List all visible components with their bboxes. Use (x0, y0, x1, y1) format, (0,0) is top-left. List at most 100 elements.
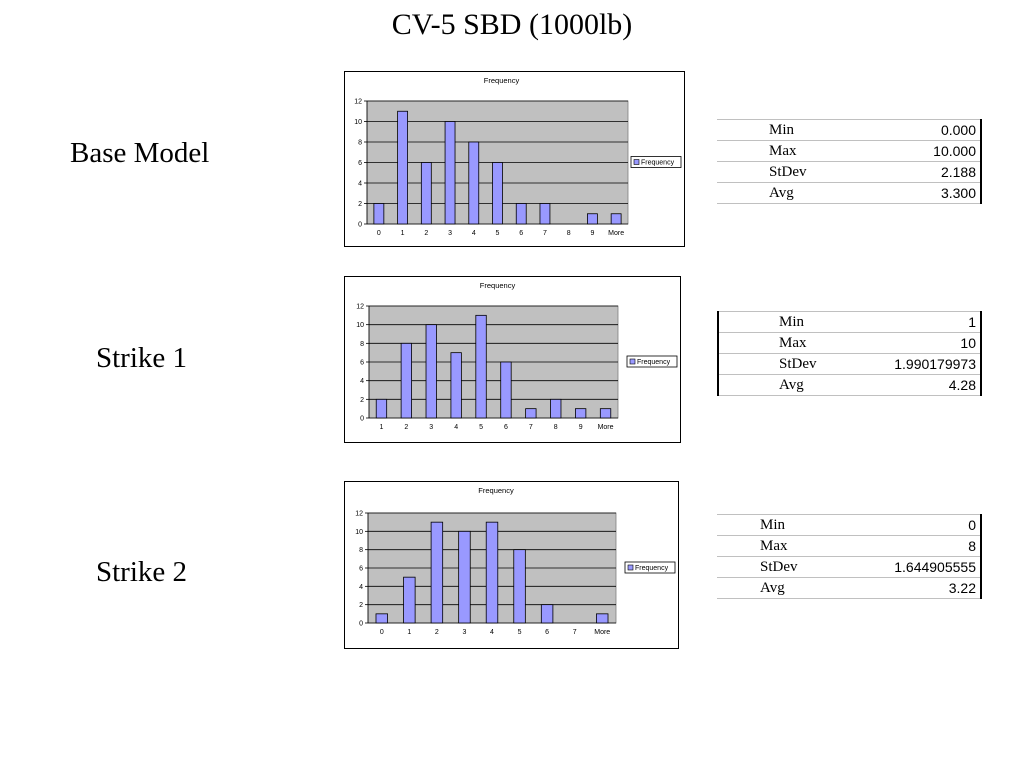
y-tick-label: 12 (356, 304, 364, 311)
row-label-strike-2: Strike 2 (96, 556, 188, 588)
stats-table-strike-2: Min 0 Max 8 StDev 1.644905555 Avg 3.22 (717, 514, 982, 599)
x-tick-label: 8 (567, 230, 571, 237)
x-tick-label: More (598, 424, 614, 431)
stats-value: 0 (844, 514, 982, 536)
x-tick-label: More (608, 230, 624, 237)
stats-key: Avg (717, 182, 887, 204)
bar (450, 352, 462, 419)
y-tick-label: 6 (359, 566, 363, 573)
stats-row-avg: Avg 4.28 (718, 374, 982, 396)
stats-row-max: Max 10 (718, 332, 982, 354)
bar (475, 314, 487, 419)
legend-swatch (629, 358, 636, 365)
stats-key: Min (717, 514, 845, 536)
y-tick-label: 4 (358, 181, 362, 188)
legend-swatch (633, 159, 640, 165)
bar (500, 361, 512, 419)
stats-row-stdev: StDev 2.188 (717, 161, 983, 183)
stats-key: Avg (718, 374, 858, 396)
x-tick-label: 1 (407, 629, 411, 636)
bar (458, 530, 471, 624)
bar (596, 613, 609, 624)
stats-key: Max (717, 535, 845, 557)
bar (539, 203, 551, 225)
chart-strike-2: Frequency 0 2 4 6 8 10 12 0 1 2 3 4 5 6 7 More Frequency (344, 481, 679, 649)
stats-key: StDev (717, 556, 845, 578)
x-tick-label: 5 (479, 424, 483, 431)
bar (403, 576, 416, 624)
y-tick-label: 8 (359, 547, 363, 554)
stats-row-min: Min 0 (717, 514, 982, 536)
x-tick-label: 5 (496, 230, 500, 237)
stats-value: 10 (857, 332, 982, 354)
legend-box (624, 561, 676, 574)
bar (400, 342, 412, 419)
stats-key: StDev (717, 161, 887, 183)
y-tick-label: 6 (360, 360, 364, 367)
x-tick-label: 8 (554, 424, 558, 431)
stats-value: 3.22 (844, 577, 982, 599)
x-tick-label: 0 (377, 230, 381, 237)
stats-key: Min (717, 119, 887, 141)
bar (375, 398, 388, 419)
bar (425, 324, 437, 419)
bar (375, 613, 388, 624)
stats-key: Avg (717, 577, 845, 599)
chart-title: Frequency (478, 486, 514, 495)
bar (540, 604, 554, 624)
x-tick-label: 4 (490, 629, 494, 636)
stats-value: 8 (844, 535, 982, 557)
stats-key: Min (718, 311, 858, 333)
stats-key: Max (718, 332, 858, 354)
stats-row-avg: Avg 3.22 (717, 577, 982, 599)
bar (610, 213, 622, 225)
stats-value: 3.300 (886, 182, 983, 204)
x-tick-label: 4 (454, 424, 458, 431)
stats-value: 1.990179973 (857, 353, 982, 375)
stats-row-stdev: StDev 1.644905555 (717, 556, 982, 578)
chart-title: Frequency (484, 76, 520, 85)
y-tick-label: 6 (358, 160, 362, 167)
y-tick-label: 10 (354, 119, 362, 126)
x-tick-label: 1 (379, 424, 383, 431)
y-tick-label: 2 (359, 602, 363, 609)
y-tick-label: 10 (356, 322, 364, 329)
y-tick-label: 12 (355, 511, 363, 518)
y-tick-label: 4 (359, 584, 363, 591)
stats-value: 4.28 (857, 374, 982, 396)
x-tick-label: 7 (529, 424, 533, 431)
x-tick-label: 2 (435, 629, 439, 636)
x-tick-label: 4 (472, 230, 476, 237)
x-tick-label: 6 (504, 424, 508, 431)
bar (485, 521, 499, 624)
x-tick-label: 1 (401, 230, 405, 237)
y-tick-label: 8 (360, 341, 364, 348)
row-label-strike-1: Strike 1 (96, 342, 188, 374)
bar (430, 521, 444, 624)
bar (599, 408, 612, 419)
chart-strike-1: Frequency 0 2 4 6 8 10 12 1 2 3 4 5 6 7 8 9 More Frequency (344, 276, 681, 443)
legend-box (626, 355, 678, 368)
legend-swatch (627, 564, 634, 571)
row-label-base-model: Base Model (70, 137, 210, 169)
chart-base-model: Frequency 0 2 4 6 8 10 12 0 1 2 3 4 5 6 7 8 9 More Frequenc… (344, 71, 685, 247)
bar (587, 213, 598, 225)
y-tick-label: 12 (354, 99, 362, 106)
stats-row-stdev: StDev 1.990179973 (718, 353, 982, 375)
x-tick-label: 2 (424, 230, 428, 237)
y-tick-label: 10 (355, 529, 363, 536)
stats-value: 0.000 (886, 119, 983, 141)
page-title: CV-5 SBD (1000lb) (391, 8, 633, 41)
bar (550, 398, 562, 419)
legend-label: Frequency (641, 160, 675, 167)
stats-value: 1.644905555 (844, 556, 982, 578)
x-tick-label: 3 (429, 424, 433, 431)
stats-key: StDev (718, 353, 858, 375)
legend-label: Frequency (637, 359, 671, 366)
y-tick-label: 0 (358, 222, 362, 229)
stats-value: 1 (857, 311, 982, 333)
bar (444, 121, 456, 225)
stats-value: 10.000 (886, 140, 983, 162)
